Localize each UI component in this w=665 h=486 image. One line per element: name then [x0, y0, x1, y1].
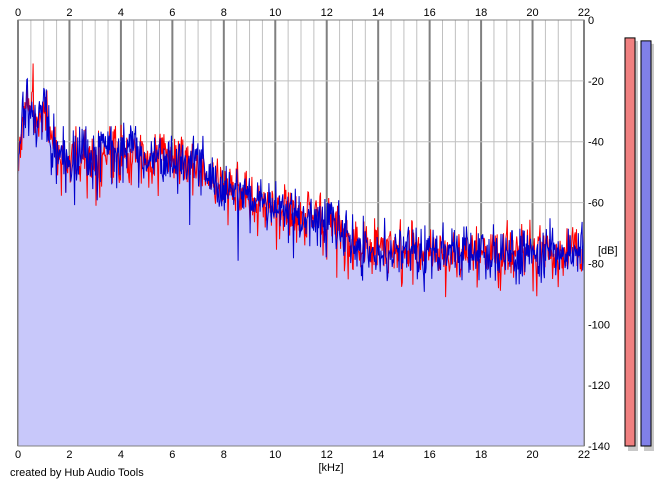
y-tick-label: 0 — [588, 15, 594, 27]
y-tick-label: -120 — [588, 380, 610, 392]
x-tick-label-bottom: 2 — [66, 449, 72, 461]
y-tick-label: -60 — [588, 198, 604, 210]
x-tick-label-top: 18 — [475, 7, 487, 19]
y-axis-label: [dB] — [598, 245, 618, 257]
x-tick-label-bottom: 22 — [578, 449, 590, 461]
x-tick-label-bottom: 12 — [321, 449, 333, 461]
x-tick-label-top: 6 — [169, 7, 175, 19]
footer-credit: created by Hub Audio Tools — [10, 467, 144, 479]
x-tick-label-bottom: 6 — [169, 449, 175, 461]
y-tick-label: -40 — [588, 137, 604, 149]
tick-labels: 002244668810101212141416161818202022220-… — [15, 7, 610, 461]
x-tick-label-top: 12 — [321, 7, 333, 19]
x-tick-label-bottom: 8 — [221, 449, 227, 461]
x-tick-label-top: 8 — [221, 7, 227, 19]
y-tick-label: -20 — [588, 76, 604, 88]
x-tick-label-bottom: 16 — [424, 449, 436, 461]
x-tick-label-bottom: 10 — [269, 449, 281, 461]
plot-border — [17, 19, 585, 447]
x-tick-label-top: 4 — [118, 7, 124, 19]
y-tick-label: -80 — [588, 258, 604, 270]
x-tick-label-bottom: 4 — [118, 449, 124, 461]
x-tick-label-top: 14 — [372, 7, 384, 19]
x-tick-label-top: 0 — [15, 7, 21, 19]
x-axis-label: [kHz] — [318, 462, 343, 474]
x-tick-label-bottom: 18 — [475, 449, 487, 461]
x-tick-label-top: 22 — [578, 7, 590, 19]
level-meters — [624, 37, 654, 452]
x-tick-label-top: 20 — [526, 7, 538, 19]
x-tick-label-bottom: 14 — [372, 449, 384, 461]
series-line-right — [17, 77, 585, 292]
x-tick-label-bottom: 0 — [15, 449, 21, 461]
y-tick-label: -100 — [588, 319, 610, 331]
x-tick-label-top: 16 — [424, 7, 436, 19]
series-layer — [17, 63, 585, 298]
y-tick-label: -140 — [588, 441, 610, 453]
x-tick-label-top: 10 — [269, 7, 281, 19]
meter-right-bar — [640, 40, 652, 447]
meter-left-bar — [624, 37, 636, 447]
x-tick-label-bottom: 20 — [526, 449, 538, 461]
x-tick-label-top: 2 — [66, 7, 72, 19]
spectrum-fill-area — [18, 63, 584, 446]
